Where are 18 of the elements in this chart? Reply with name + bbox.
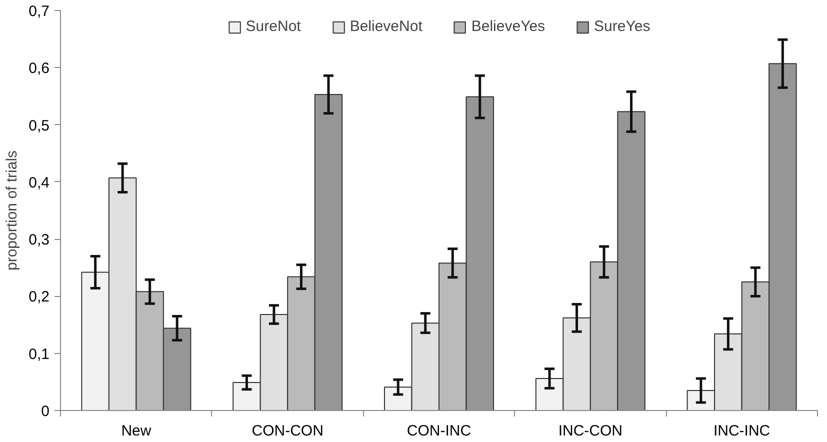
legend-label: SureNot bbox=[246, 18, 301, 35]
y-tick-label: 0,2 bbox=[28, 288, 50, 306]
legend-label: BelieveNot bbox=[350, 18, 422, 35]
legend-label: BelieveYes bbox=[471, 18, 546, 35]
y-axis-title: proportion of trials bbox=[4, 150, 21, 271]
x-tick-label: CON-INC bbox=[406, 422, 472, 440]
x-tick-label: INC-CON bbox=[558, 422, 622, 440]
x-tick-label: INC-INC bbox=[713, 422, 770, 440]
y-tick-label: 0 bbox=[41, 403, 50, 420]
x-tick-label: CON-CON bbox=[252, 422, 324, 440]
y-tick-label: 0,5 bbox=[28, 117, 50, 134]
y-tick-label: 0,4 bbox=[28, 174, 50, 192]
y-tick-label: 0,1 bbox=[28, 346, 50, 363]
y-tick-label: 0,3 bbox=[28, 232, 50, 249]
x-tick-label: New bbox=[121, 422, 152, 440]
y-tick-label: 0,6 bbox=[28, 60, 50, 78]
y-tick-label: 0,7 bbox=[28, 3, 50, 20]
legend-label: SureYes bbox=[594, 18, 650, 35]
